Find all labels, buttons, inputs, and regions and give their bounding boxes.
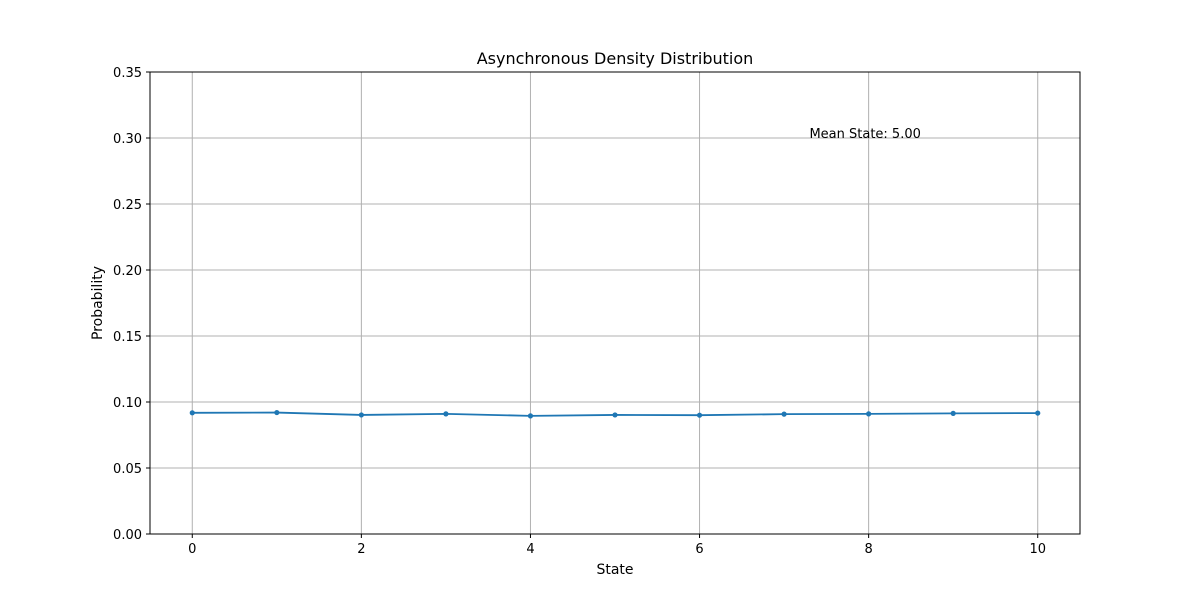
x-tick-label: 0 <box>188 542 196 557</box>
plot-frame <box>149 71 1081 535</box>
y-tick-label: 0.20 <box>113 264 142 279</box>
mean-state-annotation: Mean State: 5.00 <box>809 127 920 142</box>
y-tick-label: 0.25 <box>113 198 142 213</box>
data-point <box>189 410 195 416</box>
x-tick-label: 6 <box>695 542 703 557</box>
y-tick-label: 0.10 <box>113 396 142 411</box>
x-axis-label: State <box>596 562 633 578</box>
y-axis-label: Probability <box>90 266 106 340</box>
y-tick-label: 0.30 <box>113 132 142 147</box>
data-point <box>443 411 449 417</box>
x-tick-label: 4 <box>526 542 534 557</box>
y-tick-label: 0.00 <box>113 528 142 543</box>
data-point <box>696 412 703 418</box>
chart-title: Asynchronous Density Distribution <box>477 49 754 68</box>
data-point <box>950 410 956 416</box>
annotations: Mean State: 5.00 <box>809 127 920 142</box>
y-tick-label: 0.05 <box>113 462 142 477</box>
data-point <box>1035 410 1041 416</box>
y-tick-label: 0.15 <box>113 330 142 345</box>
data-point <box>527 413 534 419</box>
x-tick-label: 10 <box>1029 542 1046 557</box>
x-tick-label: 2 <box>357 542 365 557</box>
data-point <box>866 411 872 417</box>
x-axis: 0 2 4 6 8 10 <box>188 534 1046 557</box>
y-axis: 0.00 0.05 0.10 0.15 0.20 0.25 0.30 0.35 <box>113 66 150 543</box>
data-point <box>781 411 787 417</box>
series-layer <box>189 409 1041 419</box>
data-point <box>274 409 280 416</box>
y-tick-label: 0.35 <box>113 66 142 81</box>
x-tick-label: 8 <box>864 542 872 557</box>
data-point <box>358 412 364 418</box>
data-point <box>612 412 618 418</box>
